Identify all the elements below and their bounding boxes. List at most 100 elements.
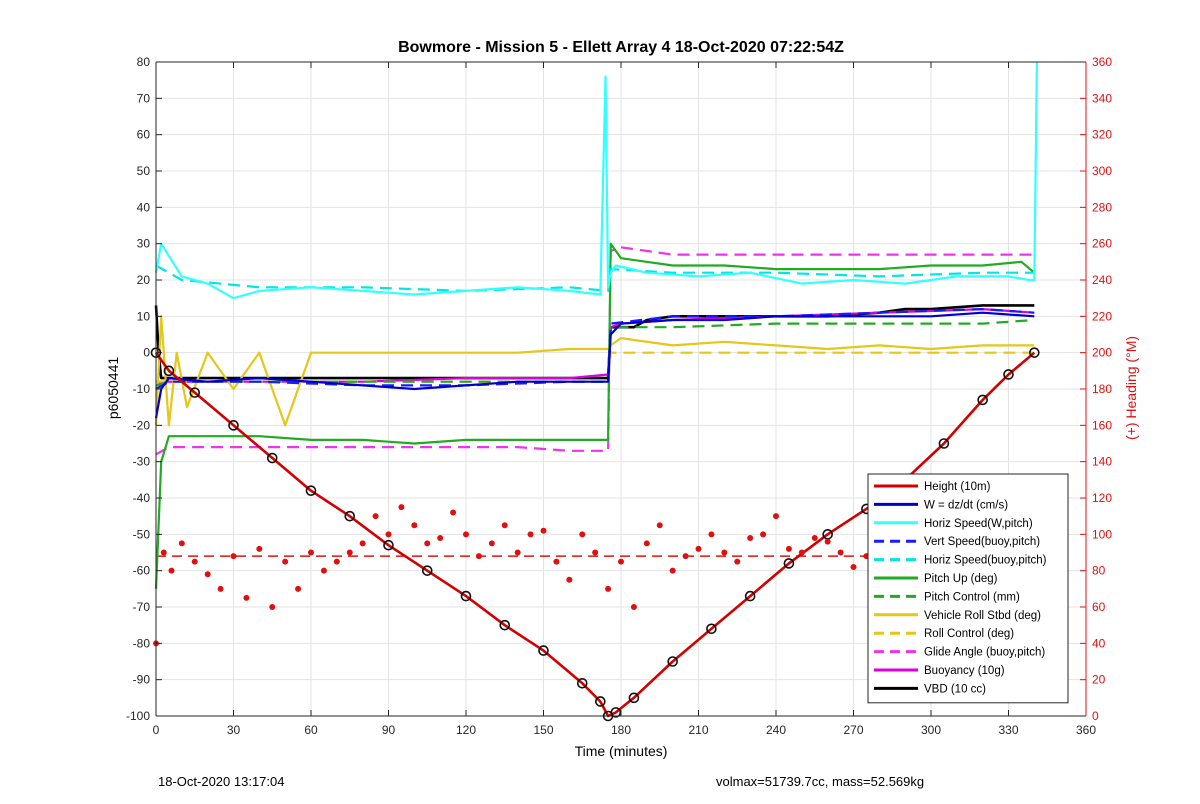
- y-right-tick-label: 360: [1092, 55, 1112, 69]
- legend-entry: W = dz/dt (cm/s): [924, 499, 1008, 511]
- footer-mass-info: volmax=51739.7cc, mass=52.569kg: [716, 774, 925, 789]
- height-marker: [460, 590, 472, 602]
- y-left-tick-label: -80: [133, 636, 151, 650]
- y-right-tick-label: 300: [1092, 164, 1112, 178]
- y-right-tick-label: 340: [1092, 91, 1112, 105]
- heading-point: [773, 513, 779, 520]
- x-tick-label: 240: [766, 723, 786, 737]
- heading-point: [579, 531, 586, 538]
- x-tick-label: 150: [533, 723, 553, 737]
- y-left-tick-label: 10: [137, 309, 151, 323]
- x-tick-label: 60: [304, 723, 318, 737]
- chart: Bowmore - Mission 5 - Ellett Array 4 18-…: [105, 39, 1139, 759]
- y-left-tick-label: 50: [137, 164, 151, 178]
- height-marker: [628, 692, 640, 704]
- legend-entry: Vehicle Roll Stbd (deg): [924, 610, 1041, 622]
- heading-point: [592, 549, 599, 556]
- legend-entry: Pitch Control (mm): [924, 591, 1020, 603]
- heading-point: [191, 558, 198, 565]
- x-tick-label: 180: [611, 723, 631, 737]
- heading-point: [785, 545, 792, 552]
- height-marker: [938, 438, 950, 449]
- heading-point: [850, 564, 857, 571]
- y-left-tick-label: 80: [137, 55, 151, 69]
- height-marker: [163, 365, 175, 377]
- height-marker: [667, 656, 678, 667]
- heading-point: [695, 545, 702, 552]
- y-left-tick-label: -70: [133, 600, 151, 614]
- y-right-tick-label: 180: [1092, 382, 1112, 396]
- height-marker: [189, 387, 201, 398]
- y-axis-label-right: (+) Heading (°M): [1123, 336, 1139, 440]
- heading-point: [708, 531, 715, 538]
- heading-point: [204, 571, 211, 578]
- y-left-tick-label: 60: [137, 128, 151, 142]
- heading-point: [760, 531, 767, 538]
- series-line-horiz-speed-buoy-pitch: [155, 264, 1035, 292]
- heading-point: [178, 540, 185, 547]
- heading-point: [527, 531, 534, 538]
- footer-timestamp: 18-Oct-2020 13:17:04: [158, 774, 285, 789]
- heading-point: [501, 522, 508, 529]
- heading-point: [320, 567, 327, 574]
- x-tick-label: 270: [843, 723, 863, 737]
- height-marker: [538, 645, 549, 656]
- y-right-tick-label: 320: [1092, 128, 1112, 142]
- height-marker: [421, 565, 433, 576]
- height-marker: [266, 452, 278, 464]
- chart-title: Bowmore - Mission 5 - Ellett Array 4 18-…: [398, 39, 844, 56]
- y-right-tick-label: 220: [1092, 309, 1112, 323]
- heading-point: [295, 585, 302, 592]
- heading-point: [269, 604, 276, 610]
- y-left-tick-label: -20: [133, 418, 151, 432]
- heading-point: [168, 567, 175, 574]
- heading-point: [798, 549, 805, 556]
- y-axis-label-left: p6050441: [105, 357, 121, 420]
- heading-point: [514, 549, 521, 556]
- y-right-tick-label: 100: [1092, 527, 1112, 541]
- height-marker: [305, 485, 317, 497]
- heading-point: [566, 576, 573, 583]
- y-right-tick-label: 200: [1092, 346, 1112, 360]
- y-left-tick-label: -100: [126, 709, 150, 723]
- y-left-tick-label: -90: [133, 673, 151, 687]
- x-tick-label: 30: [227, 723, 241, 737]
- heading-point: [282, 558, 289, 565]
- height-marker: [499, 619, 511, 631]
- series-line-w-dz-dt-cm-s: [154, 311, 1035, 419]
- series-line-horiz-speed-w-pitch: [154, 61, 1038, 300]
- heading-point: [230, 553, 237, 560]
- y-left-tick-label: 20: [137, 273, 151, 287]
- series-line-vert-speed-buoy-pitch: [155, 308, 1035, 390]
- y-left-tick-label: -40: [133, 491, 151, 505]
- height-marker: [228, 420, 239, 431]
- heading-point: [160, 549, 167, 556]
- series-line-pitch-up-deg: [154, 242, 1036, 589]
- legend: Height (10m) W = dz/dt (cm/s) Horiz Speed(…: [867, 473, 1069, 704]
- y-left-tick-label: 40: [137, 200, 151, 214]
- heading-point: [463, 531, 469, 538]
- y-left-tick-label: -10: [133, 382, 151, 396]
- y-right-tick-label: 140: [1092, 455, 1112, 469]
- heading-point: [359, 540, 366, 547]
- height-marker: [744, 590, 756, 602]
- heading-point: [411, 522, 418, 529]
- height-marker: [1029, 347, 1040, 358]
- y-right-tick-label: 260: [1092, 237, 1112, 251]
- series-line-glide-angle-buoy-pitch: [155, 246, 1035, 456]
- axes: [155, 61, 1087, 717]
- series-line-vehicle-roll-stbd-deg: [154, 315, 1035, 427]
- heading-point: [308, 549, 314, 556]
- y-right-tick-label: 120: [1092, 491, 1112, 505]
- y-right-tick-label: 60: [1092, 600, 1106, 614]
- heading-point: [256, 545, 263, 552]
- x-tick-label: 300: [921, 723, 941, 737]
- height-marker: [977, 394, 988, 406]
- heading-point: [475, 553, 482, 560]
- y-right-tick-label: 80: [1092, 564, 1106, 578]
- heading-point: [618, 558, 624, 565]
- x-tick-label: 330: [998, 723, 1018, 737]
- heading-point: [385, 531, 392, 538]
- height-marker: [576, 677, 588, 689]
- y-right-tick-label: 280: [1092, 200, 1112, 214]
